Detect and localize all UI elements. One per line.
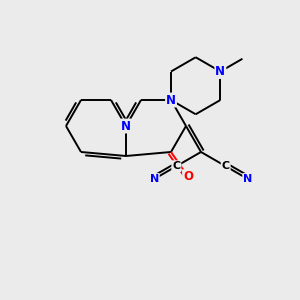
Text: N: N — [150, 174, 159, 184]
Text: N: N — [215, 65, 225, 78]
Text: N: N — [121, 119, 131, 133]
Text: N: N — [166, 94, 176, 106]
Text: C: C — [172, 161, 180, 171]
Text: N: N — [243, 174, 252, 184]
Text: O: O — [183, 170, 193, 183]
Text: C: C — [222, 161, 230, 171]
